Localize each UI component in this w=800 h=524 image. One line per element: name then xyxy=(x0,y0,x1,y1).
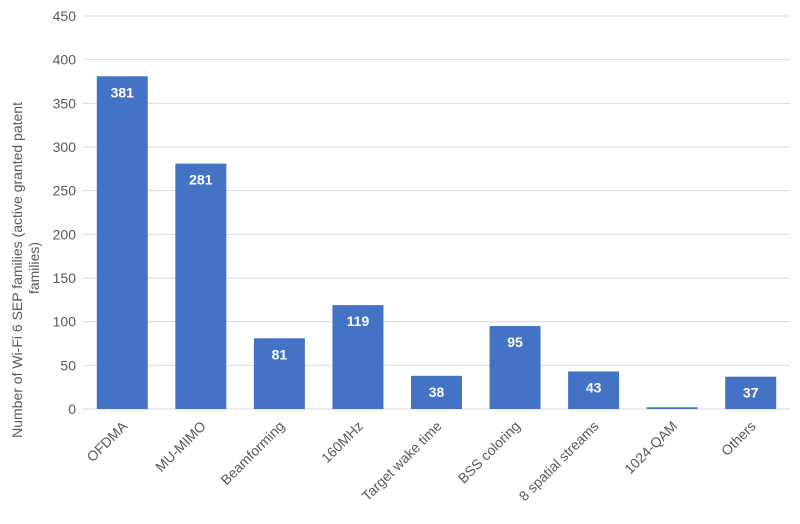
y-tick-label: 400 xyxy=(53,52,77,68)
y-tick-label: 300 xyxy=(53,139,77,155)
data-label: 81 xyxy=(272,346,288,362)
y-tick-label: 0 xyxy=(68,401,76,417)
bar xyxy=(646,407,698,409)
x-tick-label: 160MHz xyxy=(318,418,366,466)
data-labels: 381 281 81 119 38 95 43 37 xyxy=(111,84,759,400)
data-label: 43 xyxy=(586,379,602,395)
data-label: 281 xyxy=(189,172,213,188)
y-axis-label: Number of Wi-Fi 6 SEP families (active g… xyxy=(9,98,42,438)
data-label: 381 xyxy=(111,84,135,100)
y-tick-label: 150 xyxy=(53,270,77,286)
y-tick-label: 450 xyxy=(53,8,77,24)
bar xyxy=(489,326,541,409)
y-axis-label-line-2: families) xyxy=(26,242,42,294)
x-tick-label: Beamforming xyxy=(217,418,287,488)
bars xyxy=(96,76,777,409)
x-tick-label: BSS coloring xyxy=(455,418,524,487)
y-tick-label: 100 xyxy=(53,314,77,330)
data-label: 37 xyxy=(743,385,759,401)
x-tick-label: MU-MIMO xyxy=(152,418,209,475)
bar xyxy=(411,375,462,409)
y-axis-ticks: 0 50 100 150 200 250 300 350 400 450 xyxy=(53,8,77,417)
x-tick-label: Target wake time xyxy=(358,418,444,504)
bar xyxy=(253,338,305,409)
x-tick-label: OFDMA xyxy=(83,417,131,465)
y-tick-label: 250 xyxy=(53,183,77,199)
x-tick-label: 8 spatial streams xyxy=(516,418,602,504)
bar xyxy=(96,76,148,409)
data-label: 95 xyxy=(507,334,523,350)
y-tick-label: 350 xyxy=(53,95,77,111)
bar xyxy=(332,305,384,409)
bar xyxy=(175,163,227,409)
data-label: 119 xyxy=(347,313,370,329)
data-label: 38 xyxy=(429,384,445,400)
bar xyxy=(725,376,777,409)
y-tick-label: 200 xyxy=(53,226,77,242)
y-tick-label: 50 xyxy=(60,357,76,373)
x-tick-label: Others xyxy=(718,418,759,459)
bar xyxy=(568,371,620,409)
x-tick-label: 1024-QAM xyxy=(621,418,680,477)
y-axis-label-line-1: Number of Wi-Fi 6 SEP families (active g… xyxy=(9,102,25,438)
